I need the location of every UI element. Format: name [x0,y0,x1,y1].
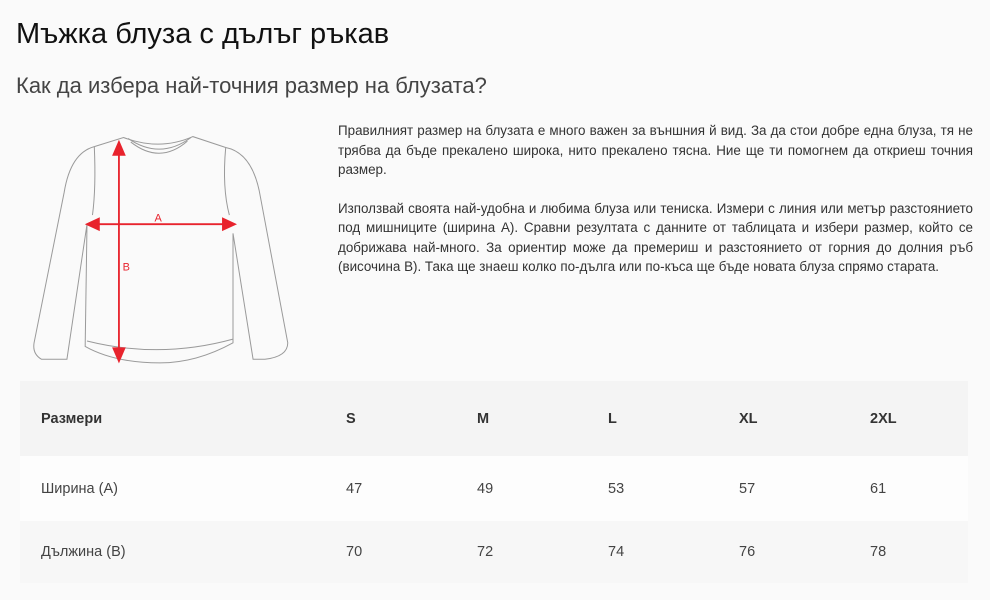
header-l: L [608,410,617,427]
label-b: B [123,262,130,274]
size-table: Размери S M L XL 2XL Ширина (A) 47 49 53… [20,381,968,583]
cell: 78 [870,544,887,560]
header-s: S [346,410,356,427]
paragraph-intro: Правилният размер на блузата е много важ… [338,123,973,177]
header-2xl: 2XL [870,410,897,427]
cell: 53 [608,480,625,497]
table-row: Дължина (B) 70 72 74 76 78 [20,521,968,583]
shirt-measurement-illustration: A B [33,136,289,364]
cell: 76 [739,544,756,560]
header-xl: XL [739,410,758,427]
page-title: Мъжка блуза с дълъг ръкав [16,18,390,50]
cell: 49 [477,480,494,497]
row-label-length: Дължина (B) [41,544,126,560]
cell: 61 [870,480,887,497]
header-m: M [477,410,490,427]
size-guide-description: Правилният размер на блузата е много важ… [338,121,973,296]
cell: 70 [346,544,363,560]
cell: 74 [608,544,625,560]
row-label-width: Ширина (A) [41,480,118,497]
measurement-arrows [84,139,238,364]
label-a: A [155,212,163,224]
table-header-row: Размери S M L XL 2XL [20,381,968,456]
page-subtitle: Как да избера най-точния размер на блуза… [16,73,487,98]
cell: 57 [739,480,756,497]
cell: 72 [477,544,494,560]
header-sizes: Размери [41,410,103,427]
paragraph-instructions: Използвай своята най-удобна и любима блу… [338,200,973,275]
table-row: Ширина (A) 47 49 53 57 61 [20,456,968,521]
cell: 47 [346,480,363,497]
